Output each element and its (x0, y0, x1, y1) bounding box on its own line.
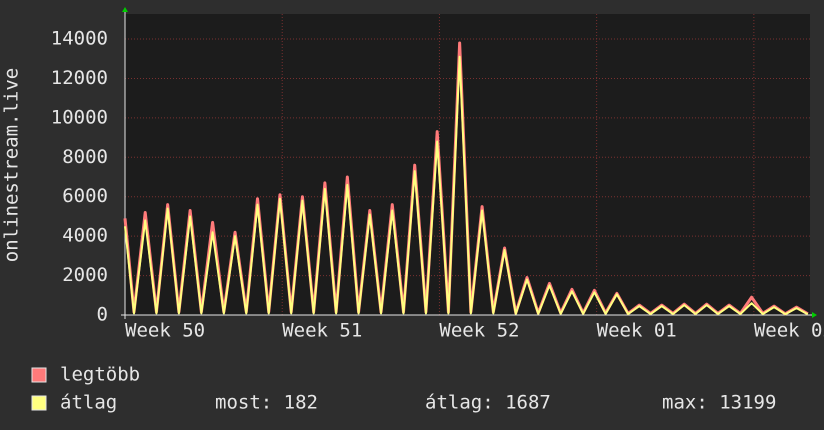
legend-swatch (31, 395, 47, 411)
y-tick-label: 14000 (51, 28, 108, 50)
plot-area (125, 14, 810, 315)
arrow (122, 7, 128, 12)
y-tick-label: 10000 (51, 106, 108, 128)
y-tick-label: 6000 (62, 185, 108, 207)
y-tick-label: 0 (97, 304, 108, 326)
x-tick-label: Week 51 (282, 320, 362, 342)
y-tick-label: 12000 (51, 67, 108, 89)
y-tick-label: 2000 (62, 264, 108, 286)
legend-swatch (31, 367, 47, 383)
y-tick-label: 4000 (62, 225, 108, 247)
legend-label: átlag (60, 392, 117, 414)
x-tick-label: Week 01 (597, 320, 677, 342)
x-tick-label: Week 02 (754, 320, 824, 342)
legend-label: legtöbb (60, 364, 140, 386)
x-tick-label: Week 52 (439, 320, 519, 342)
y-tick-label: 8000 (62, 146, 108, 168)
legend-stat: átlag: 1687 (425, 392, 551, 414)
legend-stat: max: 13199 (662, 392, 776, 414)
y-axis-label: onlinestream.live (1, 68, 23, 262)
x-tick-label: Week 50 (125, 320, 205, 342)
legend-stat: most: 182 (215, 392, 318, 414)
arrow (812, 312, 817, 318)
series-line (124, 55, 809, 316)
